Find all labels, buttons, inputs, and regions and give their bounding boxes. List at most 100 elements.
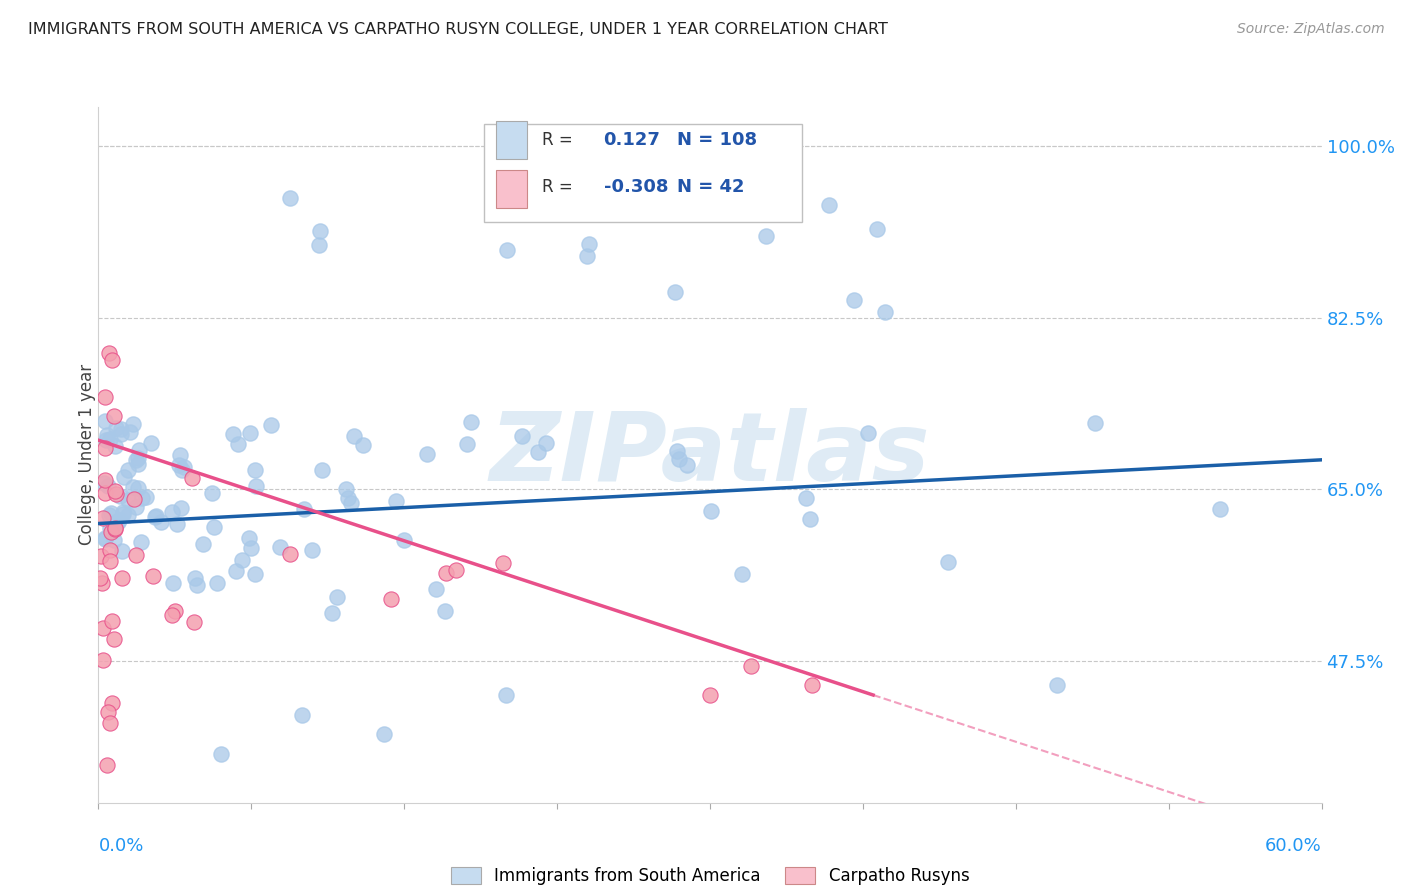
Point	[222, 426, 245, 441]
Point	[111, 544, 134, 558]
Point	[436, 566, 458, 580]
Point	[352, 438, 374, 452]
Point	[799, 512, 821, 526]
Point	[245, 479, 267, 493]
Point	[96, 428, 118, 442]
Point	[339, 496, 361, 510]
Point	[94, 414, 117, 428]
Point	[167, 458, 190, 472]
Point	[856, 425, 879, 440]
Point	[186, 578, 208, 592]
Point	[105, 516, 128, 530]
Point	[842, 293, 865, 308]
Point	[125, 548, 148, 562]
Point	[163, 604, 186, 618]
Point	[98, 345, 121, 359]
Point	[337, 491, 360, 505]
Point	[291, 707, 314, 722]
Point	[121, 417, 143, 431]
Point	[664, 285, 686, 300]
Point	[104, 521, 127, 535]
Point	[145, 509, 167, 524]
Point	[460, 415, 482, 429]
Point	[117, 508, 139, 523]
Point	[699, 504, 721, 518]
Point	[170, 463, 193, 477]
Point	[699, 688, 721, 702]
Point	[112, 470, 135, 484]
Point	[380, 592, 402, 607]
Point	[100, 525, 122, 540]
Point	[578, 237, 600, 252]
Point	[96, 478, 118, 492]
Bar	[496, 121, 526, 159]
Point	[120, 425, 142, 439]
Point	[127, 450, 149, 465]
Point	[91, 653, 114, 667]
Point	[495, 688, 517, 702]
Point	[93, 390, 115, 404]
Point	[142, 568, 165, 582]
Point	[309, 224, 332, 238]
Point	[225, 564, 247, 578]
Point	[135, 490, 157, 504]
Point	[94, 433, 117, 447]
Point	[794, 491, 817, 505]
Point	[117, 463, 139, 477]
Point	[433, 604, 456, 618]
Point	[90, 549, 112, 563]
Point	[127, 481, 149, 495]
Point	[100, 520, 122, 534]
Point	[510, 428, 533, 442]
Point	[108, 513, 131, 527]
Point	[292, 501, 315, 516]
Point	[415, 447, 437, 461]
Point	[335, 482, 357, 496]
Point	[866, 222, 889, 236]
Point	[456, 437, 478, 451]
Point	[311, 463, 333, 477]
Point	[139, 435, 162, 450]
Point	[107, 515, 129, 529]
Point	[97, 706, 120, 720]
Point	[731, 566, 754, 581]
Point	[160, 505, 183, 519]
Point	[103, 409, 125, 423]
Point	[373, 727, 395, 741]
Text: 0.127: 0.127	[603, 131, 661, 149]
Point	[111, 507, 134, 521]
Point	[668, 452, 690, 467]
Point	[676, 458, 699, 473]
Point	[121, 480, 143, 494]
Point	[666, 444, 689, 458]
Point	[936, 555, 959, 569]
Point	[576, 249, 599, 263]
Point	[755, 229, 778, 244]
Point	[110, 426, 132, 441]
Point	[143, 509, 166, 524]
Point	[392, 533, 415, 547]
Point	[205, 575, 228, 590]
Point	[240, 541, 263, 555]
Y-axis label: College, Under 1 year: College, Under 1 year	[79, 364, 96, 546]
Text: 60.0%: 60.0%	[1265, 837, 1322, 855]
Point	[93, 474, 115, 488]
Point	[94, 531, 117, 545]
Point	[149, 515, 172, 529]
Point	[94, 442, 117, 456]
Point	[112, 505, 135, 519]
Point	[173, 460, 195, 475]
Point	[243, 566, 266, 581]
Point	[96, 758, 118, 772]
Point	[124, 453, 146, 467]
Point	[308, 237, 330, 252]
Point	[801, 678, 824, 692]
Point	[98, 554, 121, 568]
Text: R =: R =	[543, 131, 574, 149]
Point	[117, 492, 139, 507]
Point	[129, 535, 152, 549]
Point	[169, 448, 191, 462]
Point	[105, 421, 128, 435]
Point	[110, 422, 132, 436]
Point	[343, 428, 366, 442]
